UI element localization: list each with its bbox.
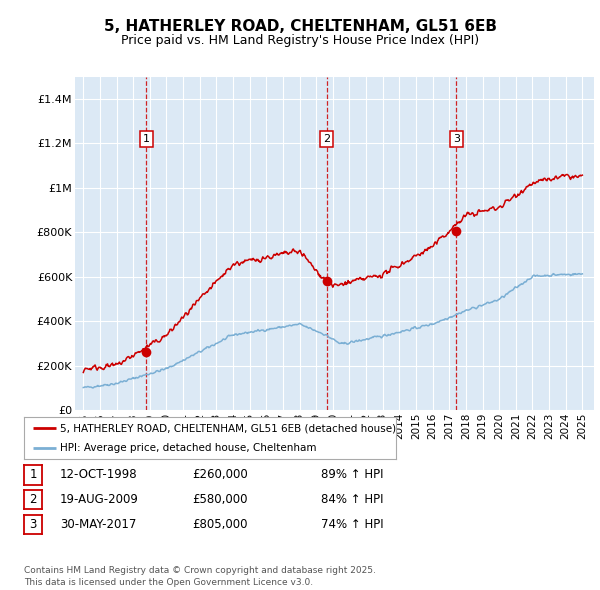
Text: £805,000: £805,000 bbox=[192, 518, 248, 531]
Text: 5, HATHERLEY ROAD, CHELTENHAM, GL51 6EB: 5, HATHERLEY ROAD, CHELTENHAM, GL51 6EB bbox=[104, 19, 497, 34]
Text: 89% ↑ HPI: 89% ↑ HPI bbox=[321, 468, 383, 481]
Text: Price paid vs. HM Land Registry's House Price Index (HPI): Price paid vs. HM Land Registry's House … bbox=[121, 34, 479, 47]
Text: 74% ↑ HPI: 74% ↑ HPI bbox=[321, 518, 383, 531]
Text: 12-OCT-1998: 12-OCT-1998 bbox=[60, 468, 137, 481]
Text: 19-AUG-2009: 19-AUG-2009 bbox=[60, 493, 139, 506]
Text: 2: 2 bbox=[29, 493, 37, 506]
Text: 3: 3 bbox=[453, 134, 460, 144]
Text: Contains HM Land Registry data © Crown copyright and database right 2025.
This d: Contains HM Land Registry data © Crown c… bbox=[24, 566, 376, 587]
Text: 1: 1 bbox=[143, 134, 150, 144]
Text: 5, HATHERLEY ROAD, CHELTENHAM, GL51 6EB (detached house): 5, HATHERLEY ROAD, CHELTENHAM, GL51 6EB … bbox=[61, 423, 397, 433]
Text: 84% ↑ HPI: 84% ↑ HPI bbox=[321, 493, 383, 506]
Text: HPI: Average price, detached house, Cheltenham: HPI: Average price, detached house, Chel… bbox=[61, 442, 317, 453]
Text: 2: 2 bbox=[323, 134, 330, 144]
Text: 1: 1 bbox=[29, 468, 37, 481]
Text: £260,000: £260,000 bbox=[192, 468, 248, 481]
Text: 30-MAY-2017: 30-MAY-2017 bbox=[60, 518, 136, 531]
Text: 3: 3 bbox=[29, 518, 37, 531]
Text: £580,000: £580,000 bbox=[192, 493, 248, 506]
